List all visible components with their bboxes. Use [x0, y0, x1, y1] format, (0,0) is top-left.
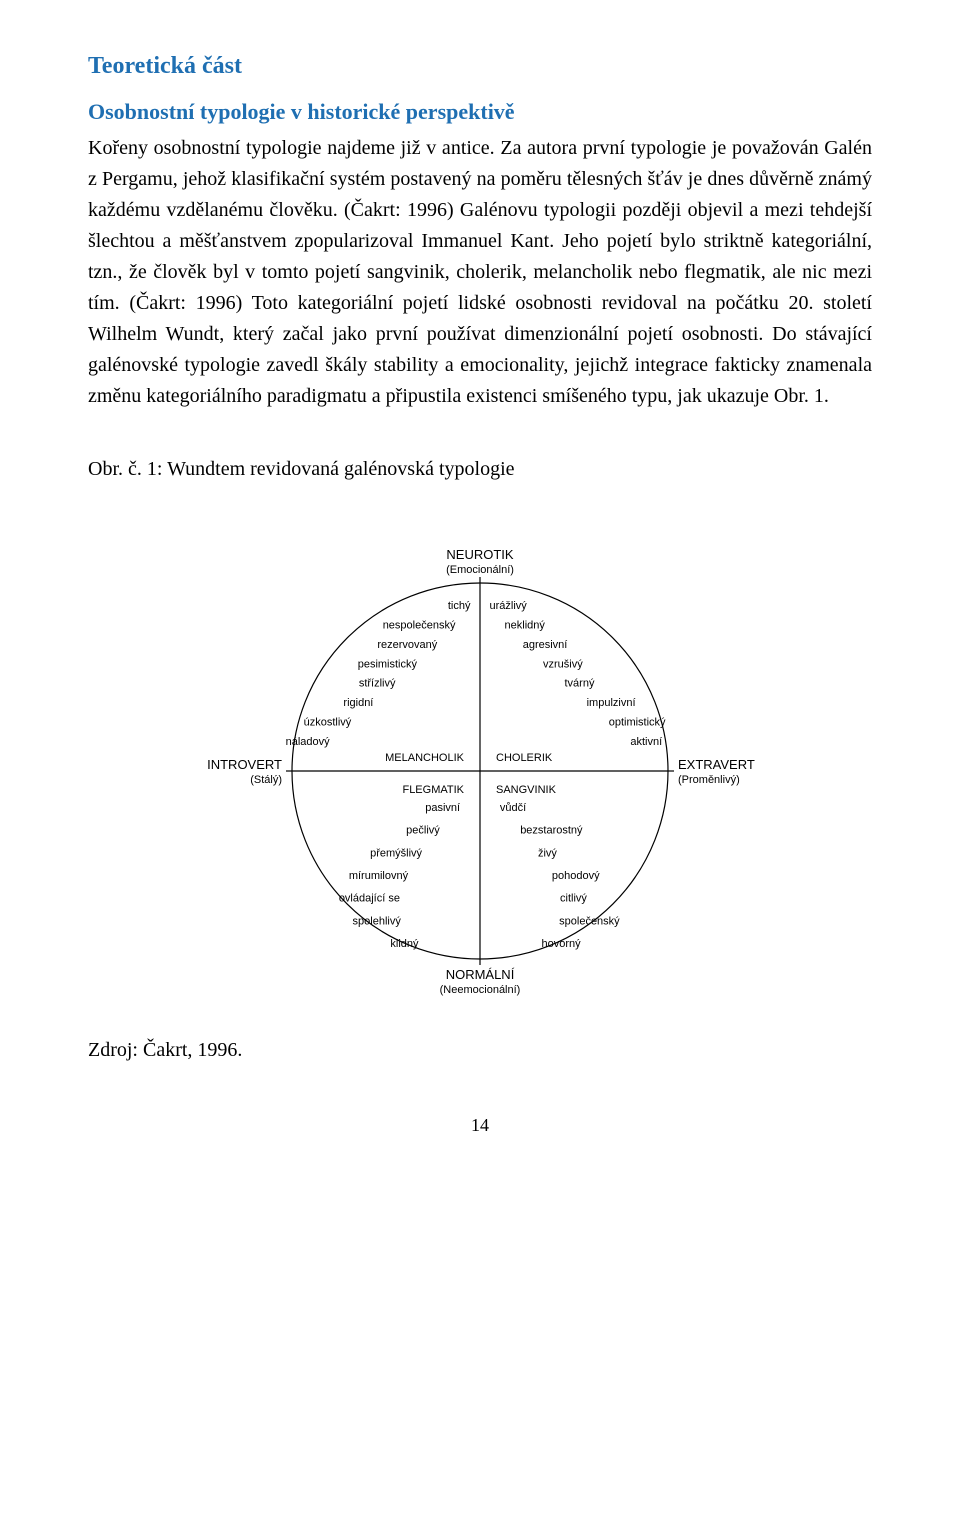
svg-text:úzkostlivý: úzkostlivý [304, 717, 352, 729]
svg-text:pohodový: pohodový [552, 870, 600, 882]
subsection-heading: Osobnostní typologie v historické perspe… [88, 95, 872, 129]
svg-text:rigidní: rigidní [343, 697, 373, 709]
svg-text:SANGVINIK: SANGVINIK [496, 784, 557, 796]
typology-diagram-svg: NEUROTIK (Emocionální) NORMÁLNÍ (Neemocioná… [160, 503, 800, 1023]
svg-text:impulzivní: impulzivní [587, 697, 636, 709]
figure-source: Zdroj: Čakrt, 1996. [88, 1035, 872, 1066]
svg-text:vzrušivý: vzrušivý [543, 659, 583, 671]
svg-text:tichý: tichý [448, 600, 471, 612]
svg-text:INTROVERT: INTROVERT [207, 757, 282, 772]
svg-text:mírumilovný: mírumilovný [349, 870, 409, 882]
svg-text:střízlivý: střízlivý [359, 678, 396, 690]
svg-text:nespolečenský: nespolečenský [383, 620, 456, 632]
svg-text:FLEGMATIK: FLEGMATIK [402, 784, 464, 796]
figure-caption: Obr. č. 1: Wundtem revidovaná galénovská… [88, 454, 872, 485]
svg-text:aktivní: aktivní [630, 736, 662, 748]
body-paragraph: Kořeny osobnostní typologie najdeme již … [88, 133, 872, 412]
svg-text:neklidný: neklidný [505, 620, 546, 632]
svg-text:hovorný: hovorný [541, 938, 581, 950]
svg-text:citlivý: citlivý [560, 893, 587, 905]
svg-text:spolehlivý: spolehlivý [353, 916, 402, 928]
spacer [88, 418, 872, 446]
svg-text:náladový: náladový [286, 736, 331, 748]
svg-text:urážlivý: urážlivý [490, 600, 528, 612]
svg-text:pečlivý: pečlivý [406, 825, 440, 837]
svg-text:společenský: společenský [559, 916, 620, 928]
svg-text:pesimistický: pesimistický [358, 659, 418, 671]
svg-text:přemýšlivý: přemýšlivý [370, 848, 422, 860]
page-number: 14 [88, 1112, 872, 1140]
typology-diagram: NEUROTIK (Emocionální) NORMÁLNÍ (Neemocioná… [160, 503, 800, 1023]
svg-text:vůdčí: vůdčí [500, 802, 526, 814]
svg-text:agresivní: agresivní [523, 639, 568, 651]
svg-text:(Emocionální): (Emocionální) [446, 564, 514, 576]
section-heading: Teoretická část [88, 48, 872, 85]
svg-text:(Neemocionální): (Neemocionální) [440, 984, 521, 996]
svg-text:živý: živý [538, 848, 557, 860]
svg-text:ovládající se: ovládající se [339, 893, 400, 905]
svg-text:NEUROTIK: NEUROTIK [446, 547, 514, 562]
svg-text:MELANCHOLIK: MELANCHOLIK [385, 752, 465, 764]
svg-text:EXTRAVERT: EXTRAVERT [678, 757, 755, 772]
svg-text:rezervovaný: rezervovaný [377, 639, 437, 651]
svg-text:bezstarostný: bezstarostný [520, 825, 583, 837]
svg-text:pasivní: pasivní [425, 802, 460, 814]
svg-text:(Stálý): (Stálý) [250, 774, 282, 786]
svg-text:(Proměnlivý): (Proměnlivý) [678, 774, 740, 786]
svg-text:NORMÁLNÍ: NORMÁLNÍ [446, 967, 515, 982]
svg-text:klidný: klidný [390, 938, 419, 950]
svg-text:CHOLERIK: CHOLERIK [496, 752, 553, 764]
svg-text:optimistický: optimistický [609, 717, 666, 729]
svg-text:tvárný: tvárný [565, 678, 595, 690]
